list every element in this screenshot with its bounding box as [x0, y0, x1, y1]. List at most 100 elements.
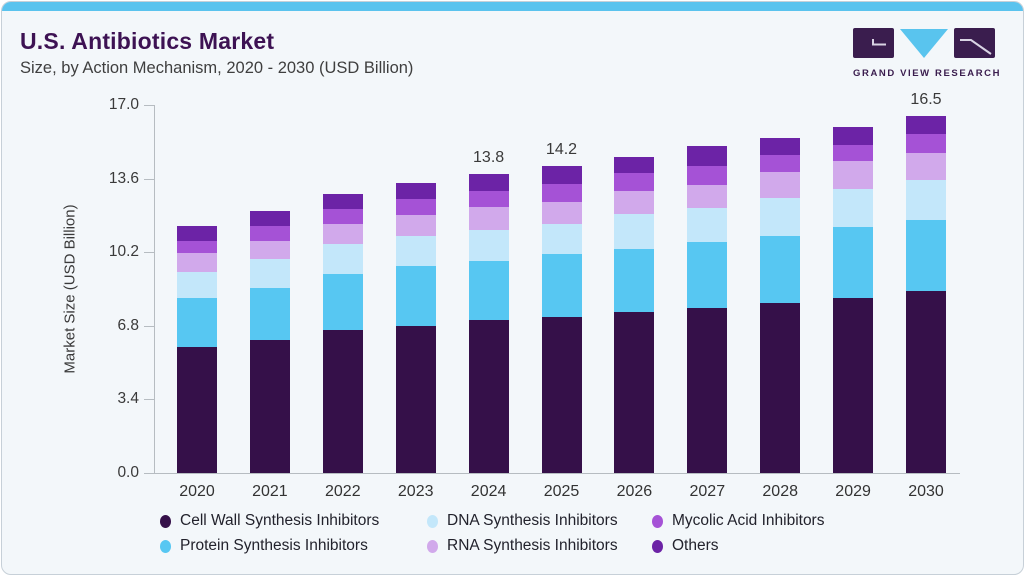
- x-tick-label: 2023: [397, 483, 434, 500]
- bar-2020: [177, 226, 217, 473]
- bar-segment: [541, 184, 582, 203]
- bar-segment: [177, 297, 217, 348]
- x-axis-line: [154, 473, 960, 474]
- bar-2026: [614, 157, 655, 473]
- x-tick-label: 2030: [908, 483, 944, 500]
- bar-segment: [468, 174, 509, 191]
- bar-segment: [906, 179, 946, 220]
- bar-segment: [468, 190, 509, 207]
- bar-segment: [177, 226, 217, 242]
- legend-dot-icon: [427, 514, 438, 528]
- legend-item: Protein Synthesis Inhibitors: [160, 537, 427, 555]
- bar-segment: [760, 198, 801, 236]
- bar-segment: [614, 214, 655, 249]
- y-tick-mark: [144, 105, 154, 106]
- gvr-logo: GRAND VIEW RESEARCH: [853, 28, 1002, 79]
- chart-legend: Cell Wall Synthesis Inhibitors DNA Synthe…: [160, 512, 824, 555]
- bar-segment: [322, 330, 363, 473]
- bar-segment: [760, 235, 801, 304]
- bar-value-label: 14.2: [545, 140, 578, 158]
- legend-label: Protein Synthesis Inhibitors: [180, 537, 368, 554]
- bar-segment: [249, 258, 290, 288]
- y-tick-mark: [144, 178, 154, 180]
- bar-segment: [833, 126, 874, 146]
- legend-dot-icon: [427, 539, 438, 553]
- bar-segment: [760, 303, 801, 473]
- bar-segment: [468, 229, 509, 261]
- bar-2022: [322, 193, 363, 473]
- y-tick-mark: [144, 473, 154, 474]
- plot-area: [154, 105, 960, 473]
- x-tick-label: 2029: [835, 483, 871, 500]
- x-tick-label: 2026: [616, 483, 653, 500]
- x-tick-label: 2028: [762, 483, 798, 500]
- bar-segment: [249, 226, 290, 242]
- bar-segment: [322, 193, 363, 209]
- bar-2024: [468, 174, 509, 473]
- bar-segment: [614, 173, 655, 191]
- bar-segment: [833, 189, 874, 228]
- bar-segment: [541, 254, 582, 318]
- bar-segment: [395, 236, 436, 267]
- bar-value-label: 13.8: [473, 149, 505, 167]
- x-tick-label: 2022: [325, 483, 361, 500]
- bar-segment: [833, 227, 874, 298]
- bar-2028: [760, 137, 801, 473]
- y-axis-title: Market Size (USD Billion): [61, 204, 79, 374]
- y-tick-mark: [144, 399, 154, 401]
- bar-segment: [906, 134, 946, 153]
- bar-segment: [687, 207, 728, 243]
- legend-item: Cell Wall Synthesis Inhibitors: [160, 512, 427, 530]
- legend-dot-icon: [160, 514, 171, 528]
- x-tick-label: 2024: [470, 483, 507, 500]
- bar-segment: [760, 137, 801, 155]
- bar-segment: [541, 317, 582, 473]
- legend-label: Mycolic Acid Inhibitors: [672, 512, 825, 529]
- y-tick-label: 6.8: [117, 316, 139, 334]
- bar-segment: [906, 219, 946, 292]
- bar-segment: [541, 224, 582, 255]
- x-tick-label: 2021: [252, 483, 288, 500]
- page-title: U.S. Antibiotics Market: [20, 28, 275, 54]
- bar-segment: [322, 208, 363, 225]
- chart-subtitle: Size, by Action Mechanism, 2020 - 2030 (…: [20, 59, 414, 77]
- bar-segment: [833, 297, 874, 473]
- bar-segment: [687, 165, 728, 186]
- y-tick-label: 3.4: [117, 390, 139, 408]
- bar-2030: [906, 115, 946, 473]
- x-tick-label: 2020: [179, 483, 215, 500]
- bar-segment: [541, 202, 582, 225]
- legend-dot-icon: [652, 514, 663, 528]
- legend-label: RNA Synthesis Inhibitors: [447, 537, 618, 554]
- bar-segment: [468, 320, 509, 473]
- bar-segment: [249, 241, 290, 259]
- bar-segment: [541, 165, 582, 185]
- y-tick-label: 13.6: [108, 169, 139, 187]
- y-tick-label: 17.0: [108, 96, 139, 113]
- bar-segment: [177, 241, 217, 254]
- legend-item: Mycolic Acid Inhibitors: [652, 512, 824, 530]
- bar-segment: [614, 248, 655, 312]
- bar-segment: [177, 271, 217, 298]
- bar-2027: [687, 146, 728, 473]
- bar-segment: [395, 182, 436, 200]
- legend-item: Others: [652, 537, 824, 555]
- bar-segment: [177, 253, 217, 272]
- bar-segment: [468, 260, 509, 321]
- bar-2021: [249, 211, 290, 473]
- bar-segment: [687, 242, 728, 309]
- bar-segment: [906, 152, 946, 180]
- bar-segment: [395, 215, 436, 236]
- bar-segment: [614, 190, 655, 215]
- bar-2029: [833, 126, 874, 473]
- bar-segment: [614, 157, 655, 174]
- bar-segment: [906, 291, 946, 473]
- bar-segment: [833, 161, 874, 190]
- logo-wordmark: GRAND VIEW RESEARCH: [853, 68, 1002, 79]
- legend-dot-icon: [160, 539, 171, 553]
- bar-segment: [249, 287, 290, 340]
- y-tick-mark: [144, 325, 154, 327]
- bar-segment: [322, 224, 363, 244]
- legend-label: Cell Wall Synthesis Inhibitors: [180, 512, 380, 529]
